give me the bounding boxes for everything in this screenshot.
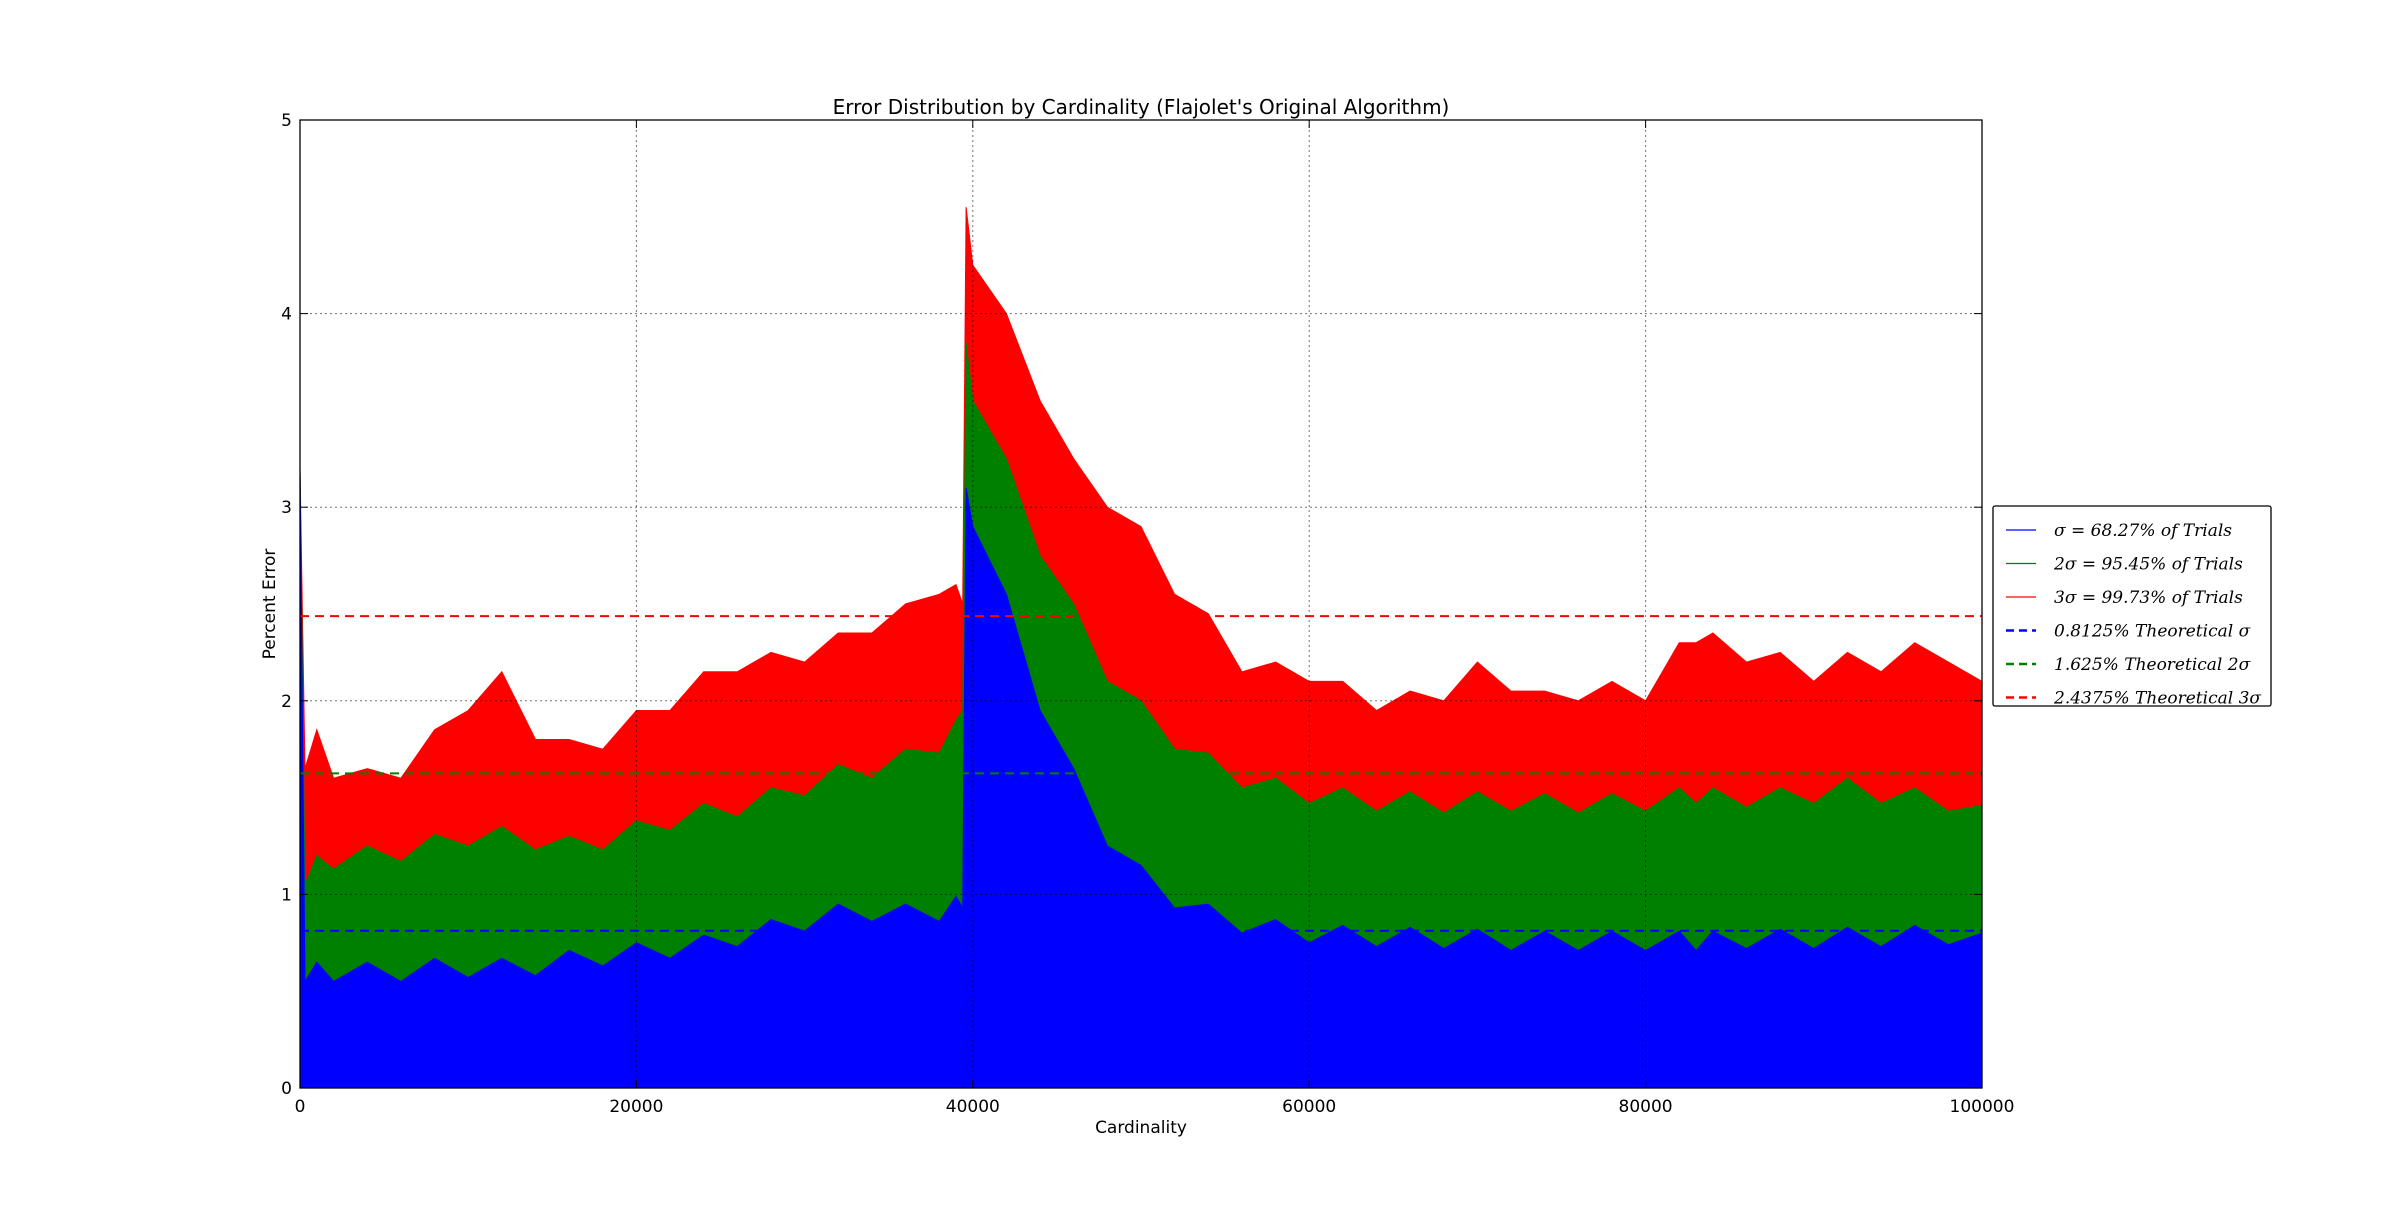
tick-layer: 0 20000 40000 60000 80000 100000 0 1 2 3 4 5	[281, 111, 2014, 1117]
legend-label-2: 2σ = 95.45% of Trials	[2053, 555, 2243, 575]
y-tick-label: 0	[281, 1079, 292, 1099]
legend-label-1: σ = 68.27% of Trials	[2054, 521, 2232, 541]
legend-label-6: 2.4375% Theoretical 3σ	[2053, 689, 2261, 709]
x-tick-label: 80000	[1619, 1097, 1673, 1117]
legend: σ = 68.27% of Trials 2σ = 95.45% of Trial…	[1992, 505, 2272, 709]
reference-lines	[300, 615, 1982, 932]
grid-layer	[300, 120, 1982, 1088]
series-layer	[299, 207, 1983, 1089]
y-tick-label: 4	[281, 305, 292, 325]
series-area-2	[299, 342, 1983, 1089]
legend-label-4: 0.8125% Theoretical σ	[2054, 622, 2251, 642]
y-tick-label: 5	[281, 111, 292, 131]
y-tick-label: 1	[281, 885, 292, 905]
x-tick-label: 40000	[946, 1097, 1000, 1117]
legend-label-5: 1.625% Theoretical 2σ	[2054, 655, 2251, 675]
legend-label-3: 3σ = 99.73% of Trials	[2054, 588, 2243, 608]
x-tick-label: 0	[295, 1097, 306, 1117]
series-area-1	[299, 468, 1983, 1089]
y-axis-label: Percent Error	[260, 549, 280, 660]
y-tick-label: 2	[281, 692, 292, 712]
y-tick-label: 3	[281, 498, 292, 518]
plot-frame	[299, 119, 1983, 1089]
x-axis-label: Cardinality	[1095, 1118, 1187, 1138]
x-tick-label: 100000	[1950, 1097, 2015, 1117]
legend-box	[1992, 505, 2272, 707]
chart-title: Error Distribution by Cardinality (Flajo…	[833, 95, 1450, 119]
x-tick-label: 60000	[1282, 1097, 1336, 1117]
x-tick-label: 20000	[609, 1097, 663, 1117]
